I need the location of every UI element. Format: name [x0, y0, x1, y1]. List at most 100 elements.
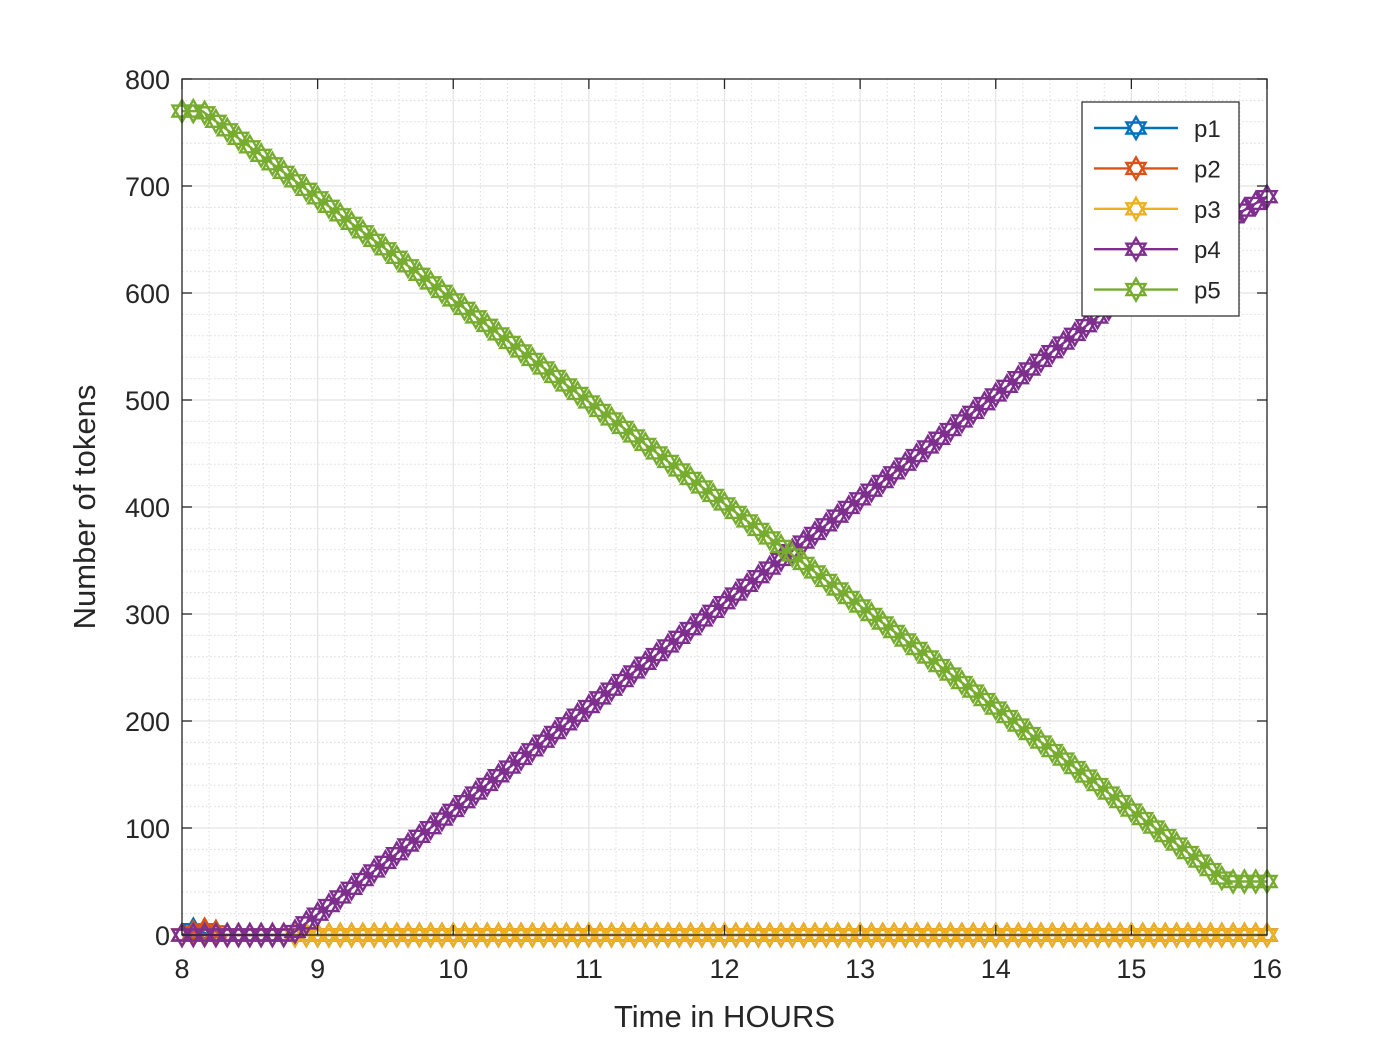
data-point-p4: [193, 921, 217, 949]
y-axis-title: Number of tokens: [67, 385, 102, 630]
x-tick-label: 10: [438, 954, 468, 984]
data-point-p5: [1244, 868, 1268, 895]
data-point-p3: [814, 921, 838, 949]
axis-ticks: [181, 78, 1268, 936]
data-point-p3: [803, 921, 827, 949]
data-point-p3: [769, 921, 793, 949]
data-point-p3: [1006, 921, 1030, 949]
data-point-p3: [1131, 921, 1155, 949]
data-point-p3: [871, 921, 895, 949]
data-point-p4: [204, 921, 228, 949]
data-point-p3: [792, 921, 816, 949]
data-point-p3: [678, 921, 703, 949]
data-point-p3: [780, 921, 804, 949]
data-point-p4: [215, 921, 239, 949]
data-point-p3: [1198, 921, 1223, 949]
data-point-p3: [373, 921, 398, 949]
data-point-p3: [464, 921, 488, 949]
data-point-p3: [893, 921, 917, 949]
data-point-p3: [837, 921, 861, 949]
data-point-p3: [961, 921, 985, 949]
data-point-p3: [758, 921, 782, 949]
legend-entry-p4: p4: [1094, 235, 1221, 264]
data-point-p3: [588, 921, 612, 949]
data-point-p3: [1153, 921, 1177, 949]
data-point-p3: [950, 921, 974, 949]
legend-entry-p5: p5: [1094, 276, 1221, 305]
data-point-p3: [1097, 921, 1121, 949]
data-point-p3: [362, 921, 386, 949]
data-point-p3: [1244, 921, 1268, 949]
data-point-p3: [1040, 921, 1064, 949]
data-point-p3: [520, 921, 544, 949]
data-point-p3: [1108, 921, 1132, 949]
data-point-p3: [1221, 921, 1245, 949]
data-point-p3: [452, 921, 477, 949]
data-point-p3: [599, 921, 624, 949]
data-point-p3: [1187, 921, 1211, 949]
data-point-p3: [1210, 921, 1234, 949]
data-point-p3: [407, 921, 431, 949]
data-point-p4: [226, 921, 251, 949]
data-point-p3: [938, 921, 963, 949]
legend-label: p4: [1194, 237, 1221, 264]
data-point-p3: [701, 921, 725, 949]
legend-label: p5: [1194, 278, 1221, 305]
data-point-p3: [995, 921, 1019, 949]
data-point-p4: [260, 921, 285, 949]
y-tick-label: 100: [125, 814, 170, 844]
data-point-p3: [622, 921, 646, 949]
data-point-p3: [882, 921, 906, 949]
data-point-p3: [1164, 921, 1189, 949]
x-tick-label: 12: [709, 954, 739, 984]
y-tick-label: 700: [125, 172, 170, 202]
legend-entry-p2: p2: [1094, 155, 1221, 183]
legend-marker: [1124, 114, 1148, 142]
x-tick-label: 8: [174, 954, 189, 984]
data-point-p3: [825, 921, 850, 949]
x-tick-label: 15: [1116, 954, 1146, 984]
legend-marker: [1124, 276, 1148, 303]
data-point-p3: [1176, 921, 1200, 949]
x-axis-title: Time in HOURS: [614, 999, 835, 1034]
data-point-p3: [735, 921, 759, 949]
series-p5: [170, 97, 1279, 895]
data-point-p4: [181, 921, 205, 949]
legend-label: p2: [1194, 156, 1221, 183]
x-tick-label: 16: [1252, 954, 1282, 984]
data-point-p3: [419, 921, 443, 949]
data-point-p3: [645, 921, 669, 949]
data-point-p3: [554, 921, 578, 949]
data-point-p3: [475, 921, 499, 949]
data-point-p3: [927, 921, 951, 949]
x-tick-label: 13: [845, 954, 875, 984]
data-point-p4: [1232, 196, 1256, 224]
data-point-p4: [238, 921, 262, 949]
y-tick-label: 400: [125, 493, 170, 523]
y-tick-label: 200: [125, 707, 170, 737]
data-point-p5: [1232, 868, 1256, 895]
legend-marker: [1124, 195, 1148, 223]
data-point-p3: [611, 921, 635, 949]
data-point-p4: [249, 921, 273, 949]
data-point-p4: [1244, 189, 1268, 217]
y-tick-labels: 0 100 200 300 400 500 600 700 800: [125, 65, 170, 951]
legend-label: p1: [1194, 116, 1221, 143]
data-point-p3: [317, 921, 341, 949]
legend-entry-p1: p1: [1094, 114, 1221, 143]
data-point-p3: [1063, 921, 1087, 949]
legend-entry-p3: p3: [1094, 195, 1221, 224]
x-tick-label: 9: [310, 954, 325, 984]
data-point-p3: [972, 921, 997, 949]
data-point-p3: [498, 921, 522, 949]
y-tick-label: 800: [125, 65, 170, 95]
x-tick-label: 11: [575, 954, 603, 984]
data-point-p3: [385, 921, 409, 949]
data-point-p3: [339, 921, 364, 949]
data-point-p3: [1074, 921, 1098, 949]
data-point-p3: [396, 921, 420, 949]
data-point-p3: [1051, 921, 1076, 949]
legend-marker: [1124, 235, 1148, 263]
data-point-p3: [724, 921, 748, 949]
